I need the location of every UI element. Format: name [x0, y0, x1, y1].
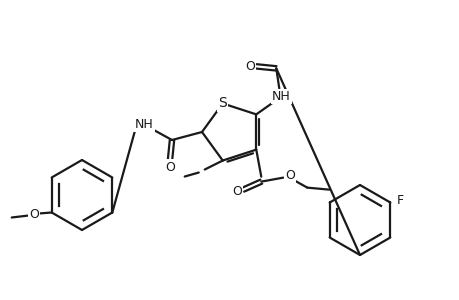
Text: F: F: [396, 194, 403, 207]
Text: NH: NH: [134, 118, 153, 130]
Text: O: O: [232, 185, 242, 198]
Text: O: O: [285, 169, 295, 182]
Text: S: S: [218, 97, 227, 110]
Text: O: O: [29, 208, 39, 221]
Text: NH: NH: [271, 90, 290, 103]
Text: O: O: [245, 60, 255, 73]
Text: O: O: [165, 160, 174, 173]
